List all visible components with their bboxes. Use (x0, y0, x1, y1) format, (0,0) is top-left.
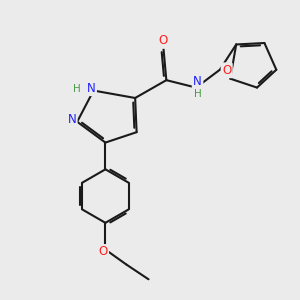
Text: H: H (194, 88, 201, 98)
Text: N: N (193, 74, 202, 88)
Text: N: N (68, 113, 76, 126)
Text: H: H (73, 84, 81, 94)
Text: N: N (87, 82, 95, 95)
Text: O: O (98, 245, 108, 258)
Text: O: O (222, 64, 231, 77)
Text: O: O (159, 34, 168, 47)
